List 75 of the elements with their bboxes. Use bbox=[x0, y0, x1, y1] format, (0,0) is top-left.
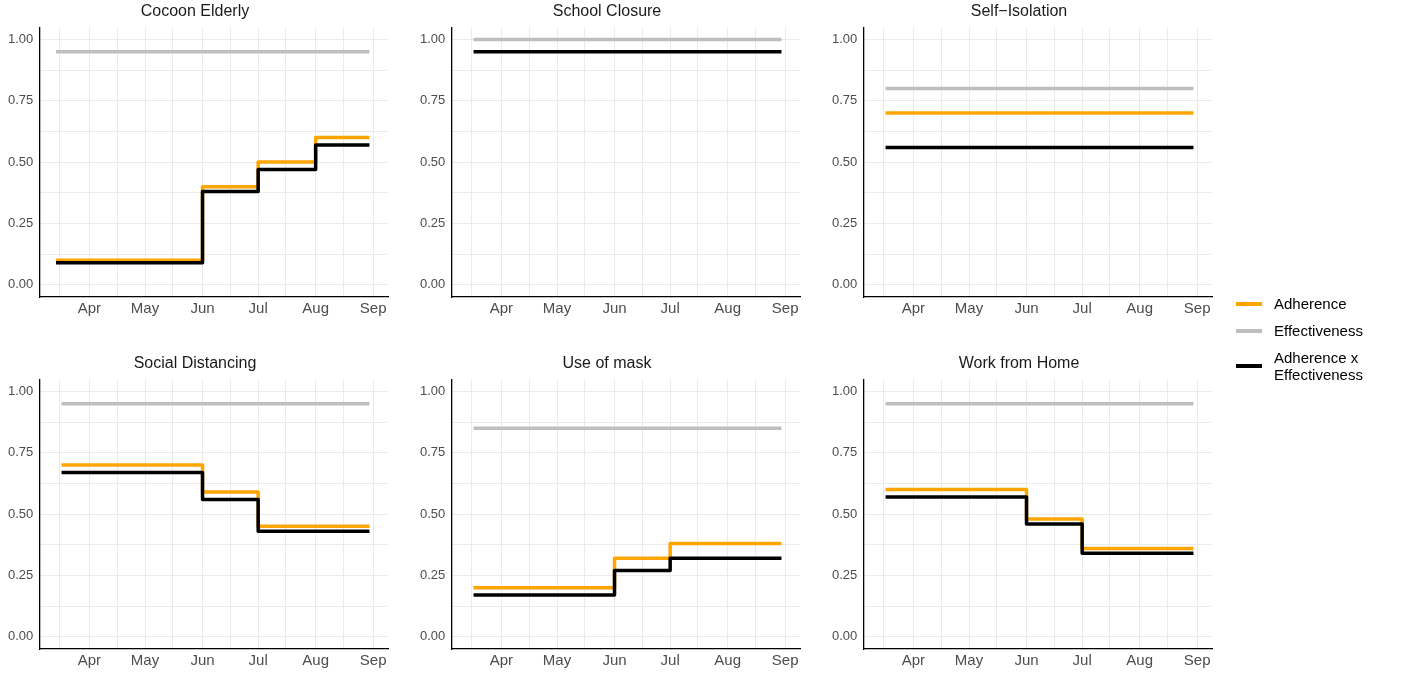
y-tick-label: 0.00 bbox=[831, 276, 858, 292]
x-tick-label: Aug bbox=[1126, 299, 1154, 317]
y-tick-label: 1.00 bbox=[419, 383, 446, 399]
y-tick-label: 0.25 bbox=[7, 567, 34, 582]
x-tick-label: Jul bbox=[1072, 651, 1092, 669]
y-tick-label: 0.00 bbox=[419, 276, 446, 292]
x-tick-label: Jun bbox=[1014, 299, 1039, 317]
y-tick-label: 1.00 bbox=[831, 31, 858, 47]
x-tick-label: Sep bbox=[359, 651, 387, 669]
y-tick-label: 0.75 bbox=[7, 444, 34, 460]
y-tick-label: 0.50 bbox=[831, 153, 858, 169]
y-tick-label: 1.00 bbox=[831, 383, 858, 399]
x-tick-label: Jun bbox=[190, 651, 215, 669]
y-tick-label: 0.25 bbox=[831, 567, 858, 582]
y-tick-label: 0.75 bbox=[419, 444, 446, 460]
x-tick-label: Jun bbox=[602, 651, 627, 669]
x-tick-label: Jul bbox=[248, 651, 268, 669]
y-tick-label: 0.00 bbox=[831, 628, 858, 644]
y-tick-label: 0.75 bbox=[7, 92, 34, 108]
y-tick-label: 0.50 bbox=[419, 153, 446, 169]
x-tick-label: Sep bbox=[1183, 299, 1211, 317]
legend-label: Adherence x Effectiveness bbox=[1274, 349, 1364, 383]
chart-title: School Closure bbox=[552, 2, 662, 20]
x-tick-label: May bbox=[130, 299, 160, 317]
x-tick-label: Jun bbox=[1014, 651, 1039, 669]
x-tick-label: Apr bbox=[77, 651, 102, 669]
legend-label: Effectiveness bbox=[1274, 322, 1363, 339]
y-tick-label: 0.50 bbox=[7, 153, 34, 169]
x-tick-label: May bbox=[954, 299, 984, 317]
y-tick-label: 1.00 bbox=[7, 31, 34, 47]
y-tick-label: 0.25 bbox=[419, 567, 446, 582]
y-tick-label: 0.50 bbox=[7, 505, 34, 521]
x-tick-label: Aug bbox=[714, 651, 742, 669]
x-tick-label: Aug bbox=[302, 299, 330, 317]
x-tick-label: Apr bbox=[77, 299, 102, 317]
chart-title: Social Distancing bbox=[133, 354, 257, 372]
y-tick-label: 0.75 bbox=[831, 92, 858, 108]
y-tick-label: 0.25 bbox=[419, 215, 446, 230]
y-tick-label: 0.25 bbox=[7, 215, 34, 230]
x-tick-label: Sep bbox=[771, 651, 799, 669]
chart-title: Use of mask bbox=[562, 354, 653, 372]
y-tick-label: 0.00 bbox=[7, 628, 34, 644]
y-tick-label: 0.75 bbox=[831, 444, 858, 460]
x-tick-label: Sep bbox=[1183, 651, 1211, 669]
x-tick-label: Apr bbox=[489, 299, 514, 317]
y-tick-label: 0.00 bbox=[7, 276, 34, 292]
y-tick-label: 0.50 bbox=[831, 505, 858, 521]
x-tick-label: Aug bbox=[302, 651, 330, 669]
y-tick-label: 0.25 bbox=[831, 215, 858, 230]
x-tick-label: Apr bbox=[489, 651, 514, 669]
x-tick-label: Jun bbox=[190, 299, 215, 317]
x-tick-label: Apr bbox=[901, 299, 926, 317]
y-tick-label: 1.00 bbox=[419, 31, 446, 47]
x-tick-label: Jun bbox=[602, 299, 627, 317]
x-tick-label: Aug bbox=[714, 299, 742, 317]
x-tick-label: Jul bbox=[660, 651, 680, 669]
x-tick-label: Jul bbox=[248, 299, 268, 317]
x-tick-label: Jul bbox=[660, 299, 680, 317]
x-tick-label: Apr bbox=[901, 651, 926, 669]
x-tick-label: May bbox=[954, 651, 984, 669]
x-tick-label: May bbox=[542, 299, 572, 317]
y-tick-label: 0.00 bbox=[419, 628, 446, 644]
y-tick-label: 0.50 bbox=[419, 505, 446, 521]
chart-title: Self−Isolation bbox=[970, 2, 1068, 20]
x-tick-label: May bbox=[130, 651, 160, 669]
chart-title: Work from Home bbox=[958, 354, 1080, 372]
x-tick-label: Jul bbox=[1072, 299, 1092, 317]
x-tick-label: Aug bbox=[1126, 651, 1154, 669]
chart-title: Cocoon Elderly bbox=[140, 2, 250, 20]
x-tick-label: Sep bbox=[771, 299, 799, 317]
legend-label: Adherence bbox=[1274, 295, 1347, 312]
x-tick-label: Sep bbox=[359, 299, 387, 317]
y-tick-label: 1.00 bbox=[7, 383, 34, 399]
y-tick-label: 0.75 bbox=[419, 92, 446, 108]
x-tick-label: May bbox=[542, 651, 572, 669]
